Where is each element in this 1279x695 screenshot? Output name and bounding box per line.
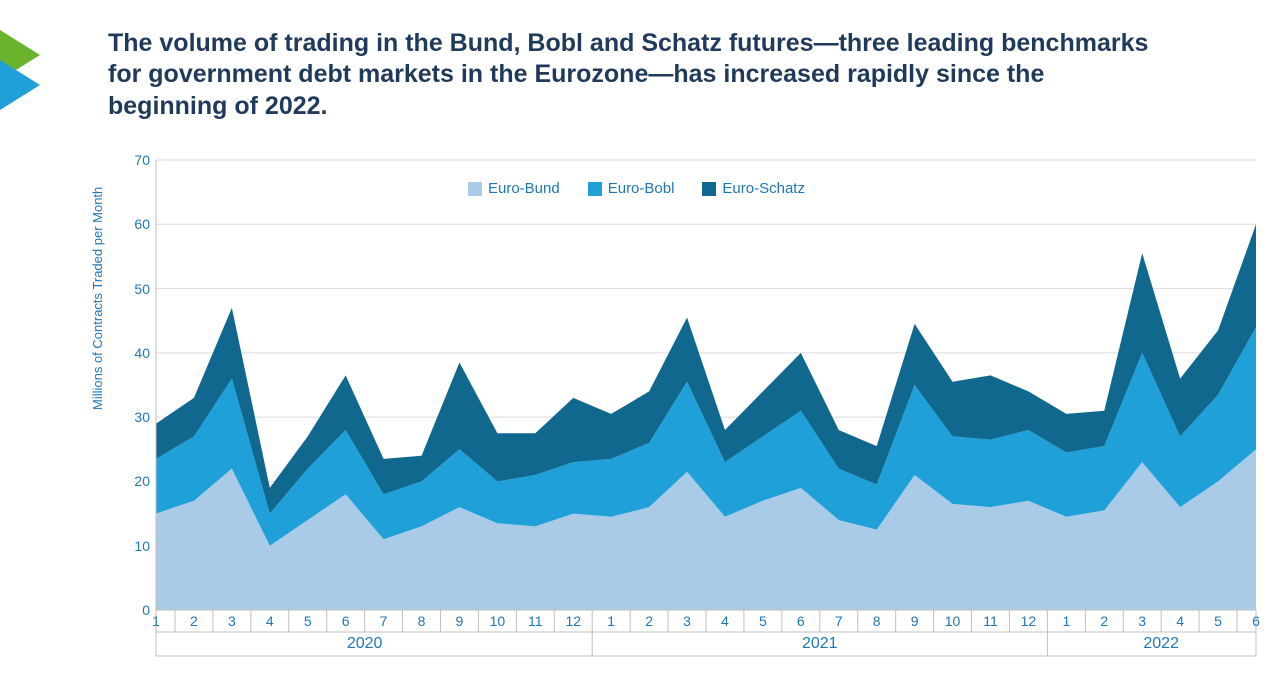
legend-swatch xyxy=(468,182,482,196)
legend-swatch xyxy=(702,182,716,196)
chart-title: The volume of trading in the Bund, Bobl … xyxy=(108,28,1158,122)
stacked-area-chart xyxy=(108,150,1258,680)
legend-label: Euro-Bund xyxy=(488,180,560,197)
legend-swatch xyxy=(588,182,602,196)
legend-item: Euro-Bobl xyxy=(588,180,675,197)
legend-label: Euro-Bobl xyxy=(608,180,675,197)
chart-legend: Euro-Bund Euro-Bobl Euro-Schatz xyxy=(468,180,805,197)
legend-item: Euro-Bund xyxy=(468,180,560,197)
chart-container: Millions of Contracts Traded per Month E… xyxy=(108,150,1258,680)
brand-logo xyxy=(0,30,80,110)
legend-item: Euro-Schatz xyxy=(702,180,805,197)
y-axis-label: Millions of Contracts Traded per Month xyxy=(90,187,105,410)
legend-label: Euro-Schatz xyxy=(722,180,805,197)
